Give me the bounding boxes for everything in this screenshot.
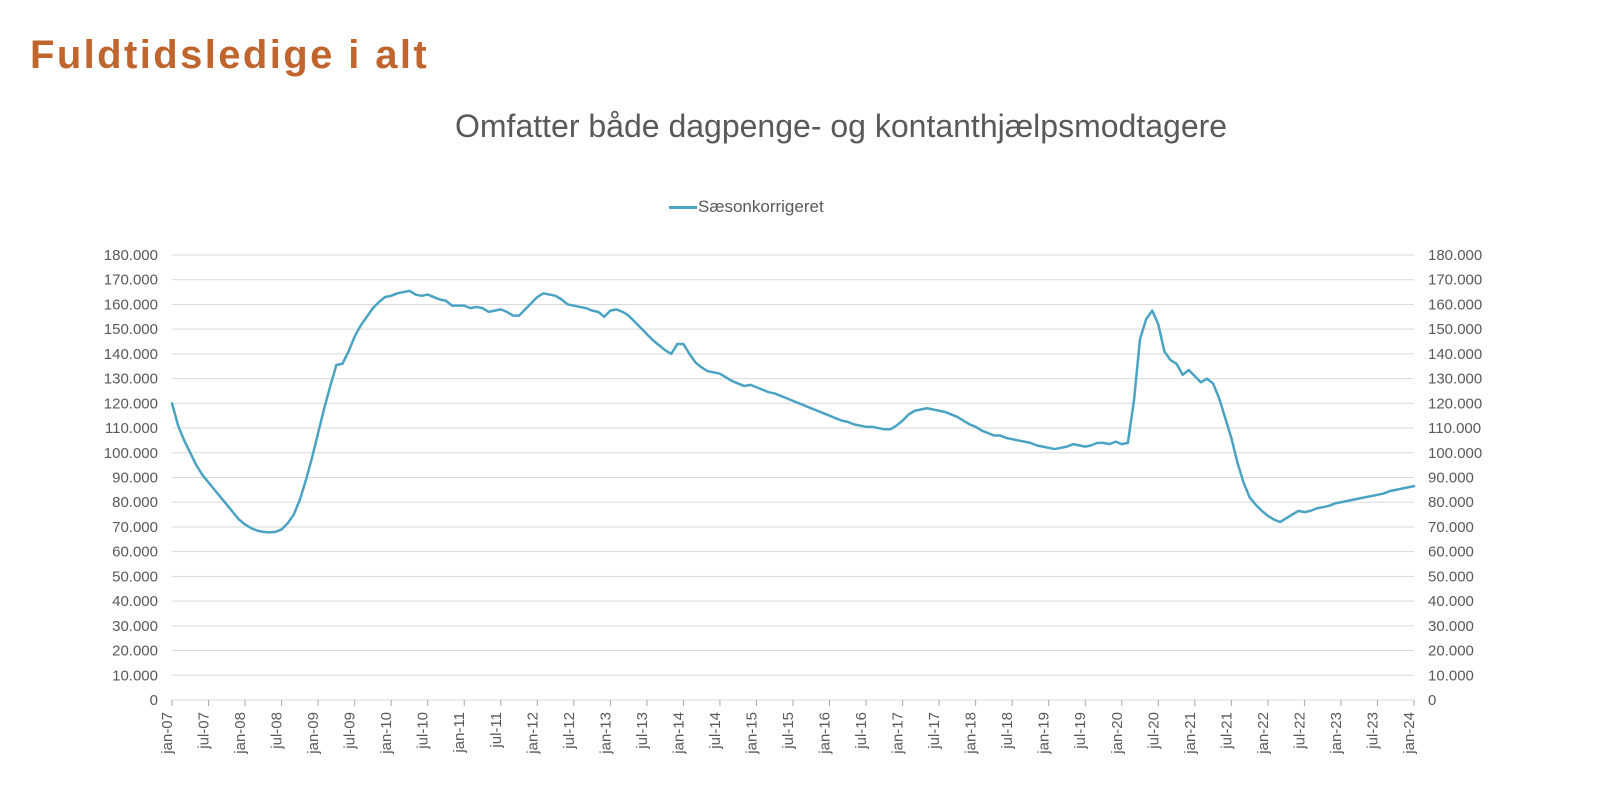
svg-text:110.000: 110.000: [105, 420, 158, 437]
svg-text:170.000: 170.000: [1428, 272, 1482, 289]
svg-text:jan-15: jan-15: [743, 712, 760, 755]
svg-text:180.000: 180.000: [104, 247, 158, 264]
svg-text:jan-07: jan-07: [159, 712, 176, 755]
svg-text:jul-10: jul-10: [415, 712, 432, 750]
svg-text:170.000: 170.000: [104, 272, 158, 289]
svg-text:70.000: 70.000: [112, 519, 158, 536]
svg-text:30.000: 30.000: [1428, 618, 1474, 635]
svg-text:160.000: 160.000: [1428, 296, 1482, 313]
svg-text:jan-12: jan-12: [524, 712, 541, 755]
svg-text:60.000: 60.000: [1428, 544, 1474, 561]
svg-text:jul-07: jul-07: [196, 712, 213, 750]
svg-text:150.000: 150.000: [1428, 321, 1482, 338]
svg-text:jan-20: jan-20: [1109, 712, 1126, 755]
svg-text:0: 0: [150, 692, 158, 709]
svg-text:jul-22: jul-22: [1291, 712, 1308, 750]
svg-text:jul-13: jul-13: [634, 712, 651, 750]
svg-text:jan-24: jan-24: [1401, 712, 1418, 755]
svg-text:10.000: 10.000: [1428, 667, 1474, 684]
svg-text:100.000: 100.000: [1428, 445, 1482, 462]
svg-text:jul-19: jul-19: [1072, 712, 1089, 750]
svg-text:120.000: 120.000: [1428, 395, 1482, 412]
svg-text:jan-09: jan-09: [305, 712, 322, 755]
svg-text:jul-11: jul-11: [488, 712, 505, 749]
svg-text:jan-23: jan-23: [1328, 712, 1345, 755]
svg-text:jan-14: jan-14: [670, 712, 687, 755]
svg-text:50.000: 50.000: [1428, 568, 1474, 585]
svg-text:40.000: 40.000: [1428, 593, 1474, 610]
svg-text:jul-17: jul-17: [926, 712, 943, 750]
svg-text:10.000: 10.000: [112, 667, 158, 684]
svg-text:140.000: 140.000: [1428, 346, 1482, 363]
svg-text:jan-16: jan-16: [817, 712, 834, 755]
svg-text:jan-22: jan-22: [1255, 712, 1272, 755]
svg-text:jul-12: jul-12: [561, 712, 578, 750]
svg-text:20.000: 20.000: [112, 643, 158, 660]
svg-text:80.000: 80.000: [1428, 494, 1474, 511]
svg-text:jul-14: jul-14: [707, 712, 724, 750]
svg-text:jan-13: jan-13: [597, 712, 614, 755]
svg-text:160.000: 160.000: [104, 296, 158, 313]
svg-text:90.000: 90.000: [112, 470, 158, 487]
svg-text:jul-20: jul-20: [1145, 712, 1162, 750]
svg-text:jan-10: jan-10: [378, 712, 395, 755]
svg-text:40.000: 40.000: [112, 593, 158, 610]
svg-text:100.000: 100.000: [104, 445, 158, 462]
svg-text:jan-18: jan-18: [963, 712, 980, 755]
svg-text:jan-17: jan-17: [890, 712, 907, 755]
svg-text:jul-15: jul-15: [780, 712, 797, 750]
svg-text:130.000: 130.000: [1428, 371, 1482, 388]
svg-text:jul-09: jul-09: [342, 712, 359, 750]
svg-text:0: 0: [1428, 692, 1436, 709]
svg-text:jul-08: jul-08: [269, 712, 286, 750]
svg-text:jul-16: jul-16: [853, 712, 870, 750]
svg-text:110.000: 110.000: [1428, 420, 1481, 437]
svg-text:jan-08: jan-08: [232, 712, 249, 755]
svg-text:30.000: 30.000: [112, 618, 158, 635]
svg-text:20.000: 20.000: [1428, 643, 1474, 660]
svg-text:jul-18: jul-18: [999, 712, 1016, 750]
svg-text:jan-21: jan-21: [1182, 712, 1199, 755]
svg-text:jan-19: jan-19: [1036, 712, 1053, 755]
svg-text:120.000: 120.000: [104, 395, 158, 412]
svg-text:90.000: 90.000: [1428, 470, 1474, 487]
svg-text:180.000: 180.000: [1428, 247, 1482, 264]
svg-text:jan-11: jan-11: [451, 712, 468, 754]
svg-text:70.000: 70.000: [1428, 519, 1474, 536]
svg-text:150.000: 150.000: [104, 321, 158, 338]
svg-text:50.000: 50.000: [112, 568, 158, 585]
svg-text:140.000: 140.000: [104, 346, 158, 363]
svg-text:130.000: 130.000: [104, 371, 158, 388]
svg-text:jul-23: jul-23: [1364, 712, 1381, 750]
svg-text:60.000: 60.000: [112, 544, 158, 561]
svg-text:80.000: 80.000: [112, 494, 158, 511]
svg-text:jul-21: jul-21: [1218, 712, 1235, 750]
